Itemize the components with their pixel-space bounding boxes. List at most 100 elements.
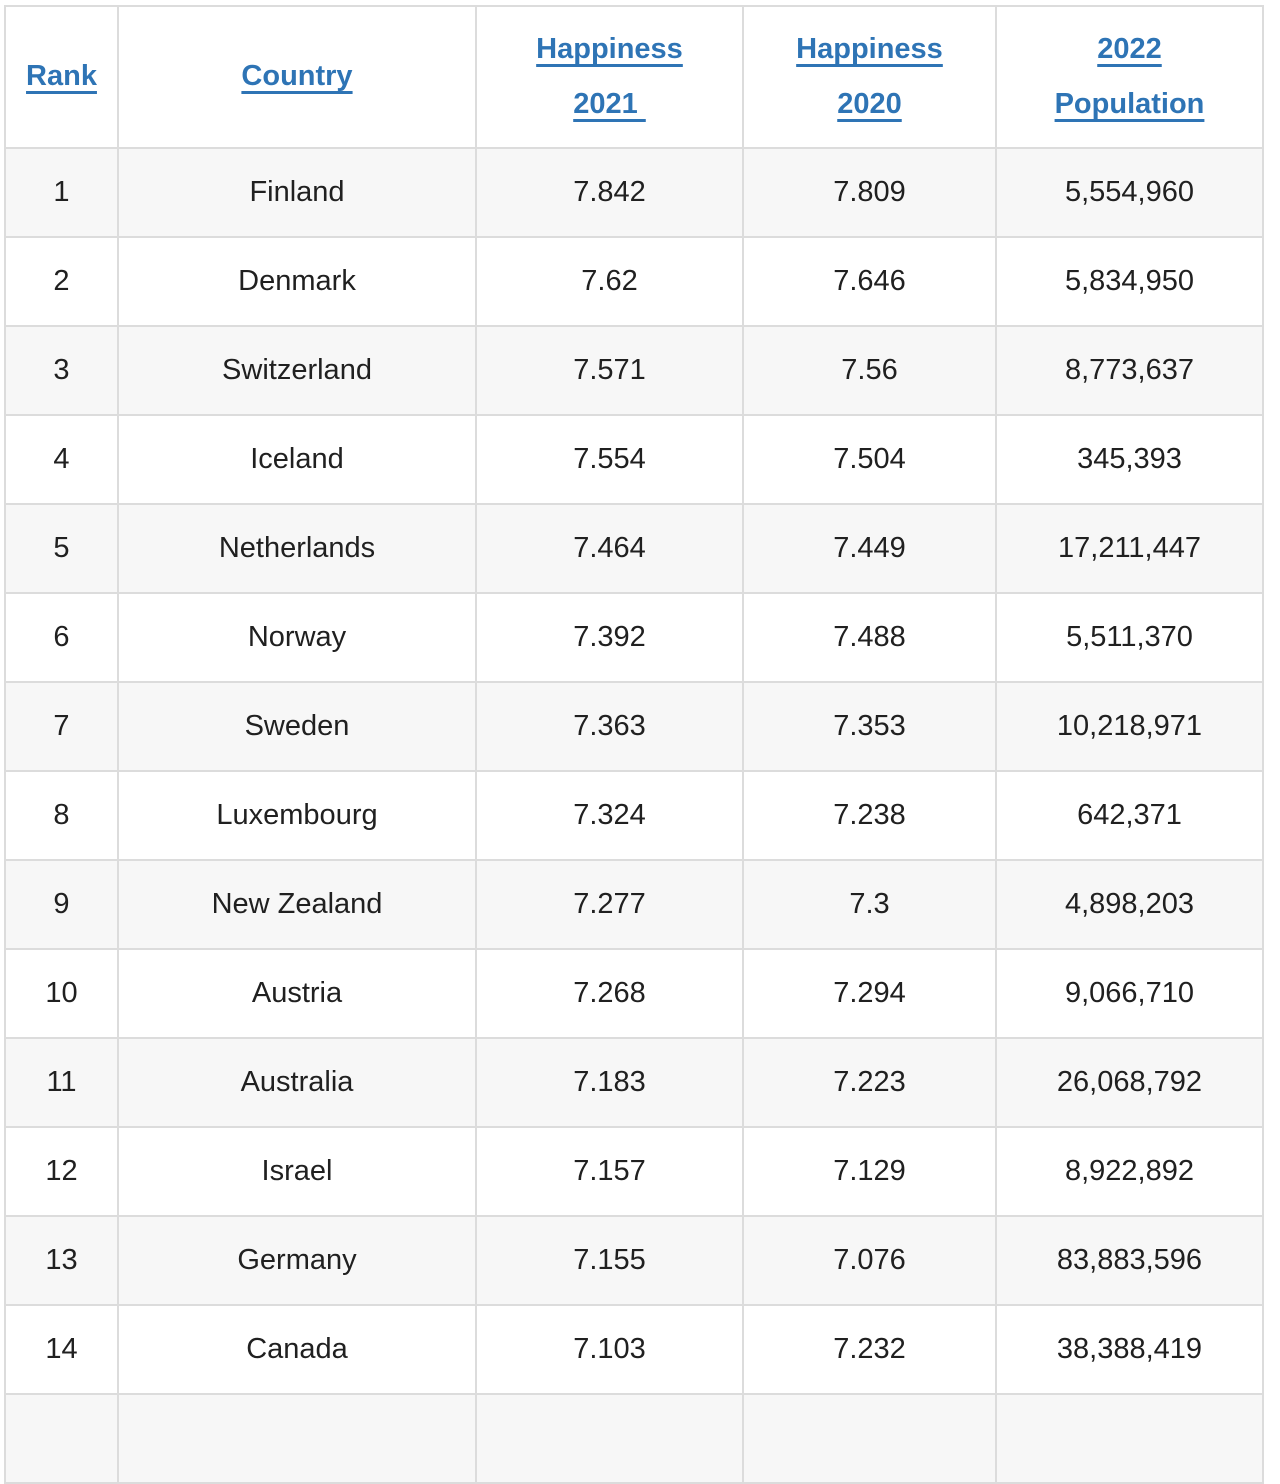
cell-rank: 11 bbox=[4, 1037, 119, 1128]
cell-population_2022: 5,554,960 bbox=[995, 147, 1264, 238]
table-row: 7 Sweden 7.363 7.353 10,218,971 bbox=[4, 681, 1264, 772]
cell-rank: 7 bbox=[4, 681, 119, 772]
cell-country: Australia bbox=[117, 1037, 477, 1128]
cell-country: Denmark bbox=[117, 236, 477, 327]
cell-happiness_2021: 7.363 bbox=[475, 681, 744, 772]
cell-happiness_2021: 7.268 bbox=[475, 948, 744, 1039]
table-header: Rank Country Happiness 2021 Happiness 20… bbox=[4, 5, 1264, 149]
table-row: 13 Germany 7.155 7.076 83,883,596 bbox=[4, 1215, 1264, 1306]
cell-country: Finland bbox=[117, 147, 477, 238]
cell-happiness_2021: 7.842 bbox=[475, 147, 744, 238]
cell-country: Germany bbox=[117, 1215, 477, 1306]
cell-happiness_2021: 7.464 bbox=[475, 503, 744, 594]
table-row: 11 Australia 7.183 7.223 26,068,792 bbox=[4, 1037, 1264, 1128]
cell-country: Iceland bbox=[117, 414, 477, 505]
cell-country: Austria bbox=[117, 948, 477, 1039]
sort-link-happiness-2020[interactable]: Happiness 2020 bbox=[796, 32, 943, 120]
cell-country: Luxembourg bbox=[117, 770, 477, 861]
cell-population_2022: 8,922,892 bbox=[995, 1126, 1264, 1217]
cell-happiness_2021: 7.554 bbox=[475, 414, 744, 505]
cell-happiness_2020: 7.238 bbox=[742, 770, 997, 861]
table-row: 14 Canada 7.103 7.232 38,388,419 bbox=[4, 1304, 1264, 1395]
cell-country: Switzerland bbox=[117, 325, 477, 416]
cell-happiness_2020: 7.646 bbox=[742, 236, 997, 327]
cell-empty bbox=[995, 1393, 1264, 1484]
table-row: 4 Iceland 7.554 7.504 345,393 bbox=[4, 414, 1264, 505]
cell-rank: 8 bbox=[4, 770, 119, 861]
table-row: 2 Denmark 7.62 7.646 5,834,950 bbox=[4, 236, 1264, 327]
cell-population_2022: 17,211,447 bbox=[995, 503, 1264, 594]
cell-population_2022: 8,773,637 bbox=[995, 325, 1264, 416]
table-row: 8 Luxembourg 7.324 7.238 642,371 bbox=[4, 770, 1264, 861]
cell-rank: 3 bbox=[4, 325, 119, 416]
cell-happiness_2020: 7.076 bbox=[742, 1215, 997, 1306]
cell-rank: 1 bbox=[4, 147, 119, 238]
cell-country: Sweden bbox=[117, 681, 477, 772]
cell-population_2022: 9,066,710 bbox=[995, 948, 1264, 1039]
cell-happiness_2020: 7.809 bbox=[742, 147, 997, 238]
cell-country: New Zealand bbox=[117, 859, 477, 950]
table-row: 3 Switzerland 7.571 7.56 8,773,637 bbox=[4, 325, 1264, 416]
sort-link-happiness-2021[interactable]: Happiness 2021 bbox=[536, 32, 683, 120]
cell-rank: 2 bbox=[4, 236, 119, 327]
cell-population_2022: 642,371 bbox=[995, 770, 1264, 861]
cell-rank: 4 bbox=[4, 414, 119, 505]
sort-link-country[interactable]: Country bbox=[241, 60, 353, 93]
cell-happiness_2020: 7.294 bbox=[742, 948, 997, 1039]
cell-happiness_2021: 7.277 bbox=[475, 859, 744, 950]
cell-rank: 14 bbox=[4, 1304, 119, 1395]
table-row: 6 Norway 7.392 7.488 5,511,370 bbox=[4, 592, 1264, 683]
cell-population_2022: 4,898,203 bbox=[995, 859, 1264, 950]
cell-happiness_2020: 7.56 bbox=[742, 325, 997, 416]
cell-country: Norway bbox=[117, 592, 477, 683]
header-cell-happiness-2020: Happiness 2020 bbox=[742, 5, 997, 149]
cell-empty bbox=[742, 1393, 997, 1484]
cell-happiness_2020: 7.353 bbox=[742, 681, 997, 772]
cell-happiness_2020: 7.449 bbox=[742, 503, 997, 594]
header-cell-happiness-2021: Happiness 2021 bbox=[475, 5, 744, 149]
cell-country: Israel bbox=[117, 1126, 477, 1217]
cell-rank: 10 bbox=[4, 948, 119, 1039]
header-cell-rank: Rank bbox=[4, 5, 119, 149]
cell-empty bbox=[475, 1393, 744, 1484]
table-row: 10 Austria 7.268 7.294 9,066,710 bbox=[4, 948, 1264, 1039]
table-row: 1 Finland 7.842 7.809 5,554,960 bbox=[4, 147, 1264, 238]
table-row: 9 New Zealand 7.277 7.3 4,898,203 bbox=[4, 859, 1264, 950]
cell-country: Canada bbox=[117, 1304, 477, 1395]
table-row: 12 Israel 7.157 7.129 8,922,892 bbox=[4, 1126, 1264, 1217]
cell-rank: 5 bbox=[4, 503, 119, 594]
table-body: 1 Finland 7.842 7.809 5,554,960 2 Denmark 7.62 7… bbox=[4, 147, 1264, 1484]
cell-happiness_2021: 7.157 bbox=[475, 1126, 744, 1217]
sort-link-rank[interactable]: Rank bbox=[26, 60, 97, 93]
happiness-table: Rank Country Happiness 2021 Happiness 20… bbox=[4, 5, 1264, 1484]
cell-happiness_2020: 7.488 bbox=[742, 592, 997, 683]
header-cell-population-2022: 2022 Population bbox=[995, 5, 1264, 149]
cell-country: Netherlands bbox=[117, 503, 477, 594]
header-cell-country: Country bbox=[117, 5, 477, 149]
partial-row bbox=[4, 1393, 1264, 1484]
cell-rank: 13 bbox=[4, 1215, 119, 1306]
cell-population_2022: 38,388,419 bbox=[995, 1304, 1264, 1395]
cell-population_2022: 26,068,792 bbox=[995, 1037, 1264, 1128]
cell-population_2022: 345,393 bbox=[995, 414, 1264, 505]
cell-happiness_2020: 7.504 bbox=[742, 414, 997, 505]
cell-rank: 12 bbox=[4, 1126, 119, 1217]
cell-happiness_2020: 7.232 bbox=[742, 1304, 997, 1395]
cell-happiness_2021: 7.392 bbox=[475, 592, 744, 683]
sort-link-population-2022[interactable]: 2022 Population bbox=[1054, 32, 1205, 120]
cell-rank: 6 bbox=[4, 592, 119, 683]
cell-happiness_2021: 7.62 bbox=[475, 236, 744, 327]
cell-happiness_2021: 7.103 bbox=[475, 1304, 744, 1395]
cell-happiness_2020: 7.129 bbox=[742, 1126, 997, 1217]
cell-happiness_2021: 7.183 bbox=[475, 1037, 744, 1128]
cell-happiness_2020: 7.3 bbox=[742, 859, 997, 950]
cell-happiness_2021: 7.155 bbox=[475, 1215, 744, 1306]
cell-happiness_2021: 7.571 bbox=[475, 325, 744, 416]
cell-population_2022: 5,511,370 bbox=[995, 592, 1264, 683]
cell-happiness_2021: 7.324 bbox=[475, 770, 744, 861]
cell-empty bbox=[117, 1393, 477, 1484]
cell-population_2022: 5,834,950 bbox=[995, 236, 1264, 327]
cell-population_2022: 10,218,971 bbox=[995, 681, 1264, 772]
header-row: Rank Country Happiness 2021 Happiness 20… bbox=[4, 5, 1264, 149]
